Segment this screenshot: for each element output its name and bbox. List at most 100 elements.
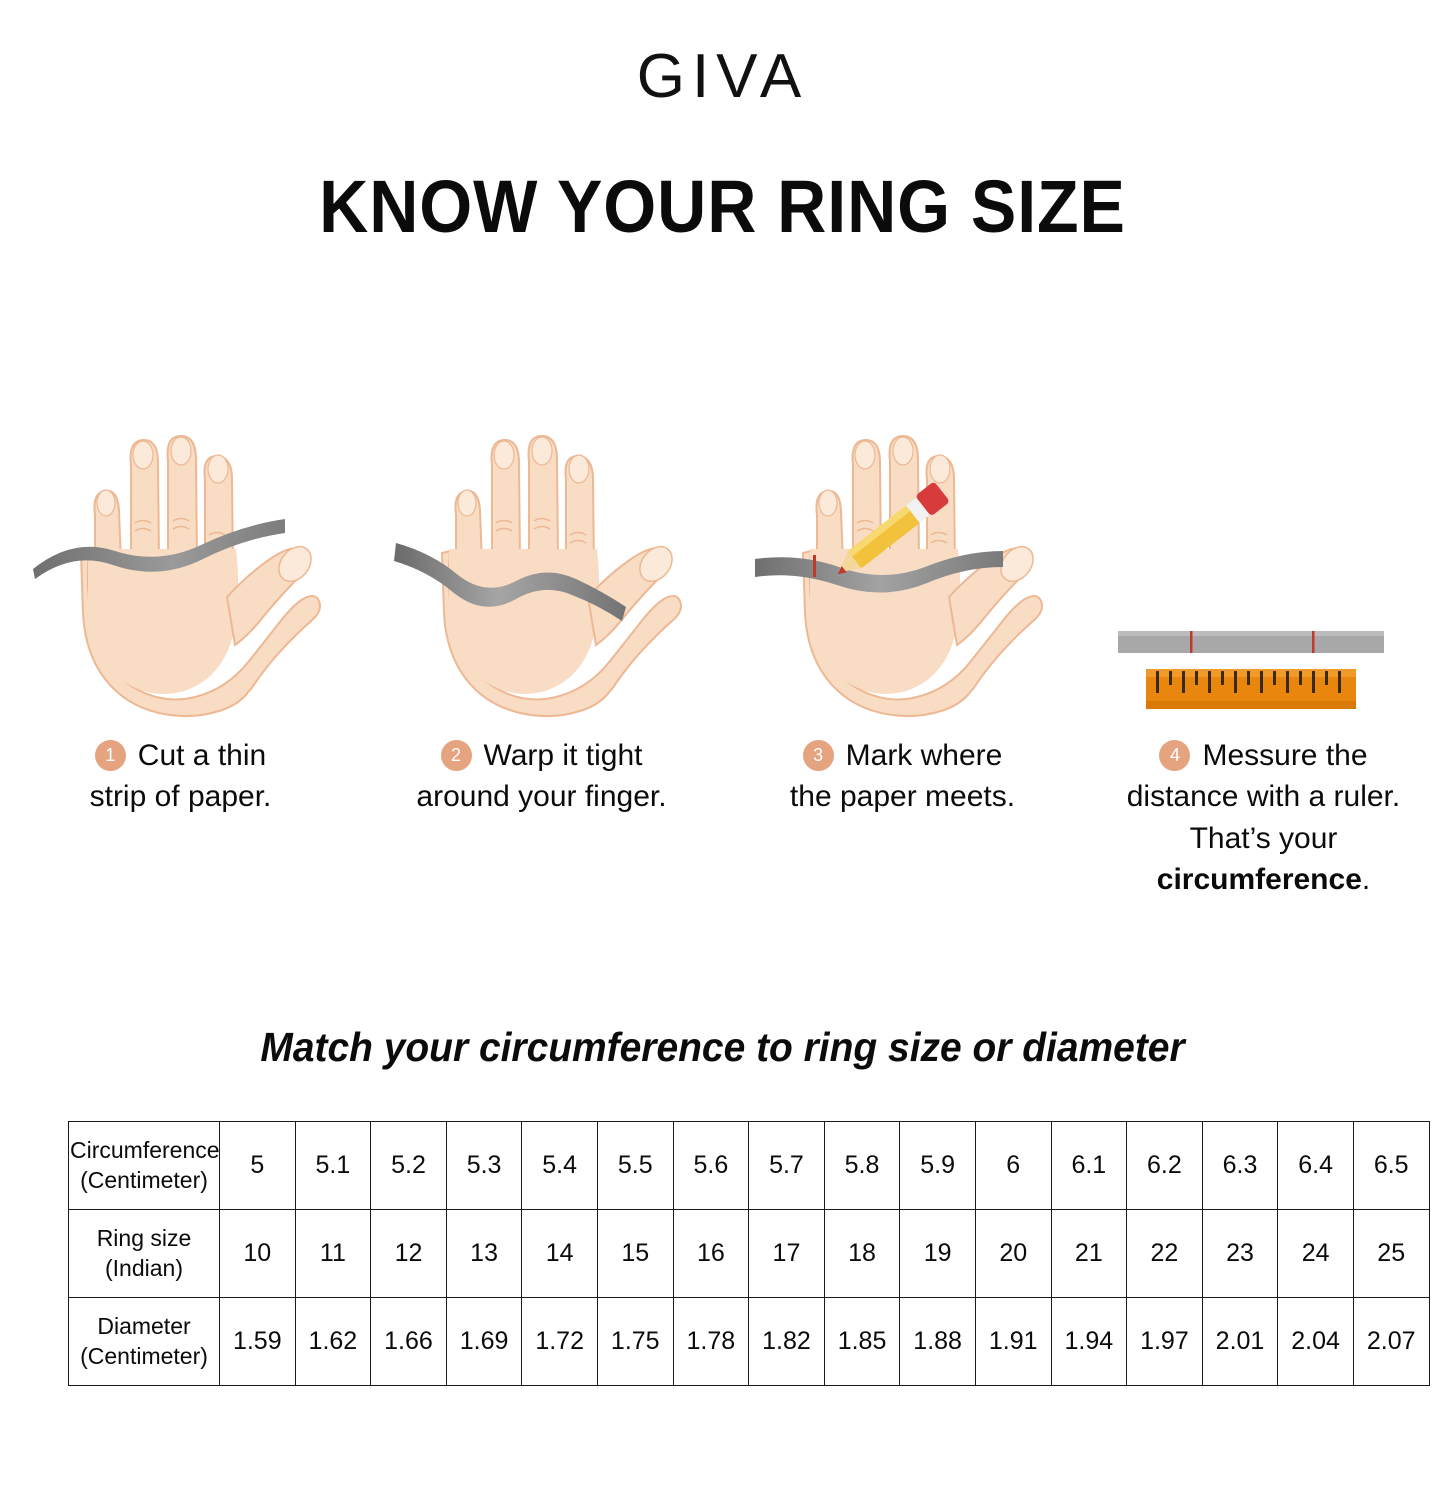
table-cell: 5 [219,1121,296,1210]
table-cell: 14 [521,1209,598,1298]
hand-shape [79,434,321,717]
step-1-line1: Cut a thin [137,739,267,772]
page-title: KNOW YOUR RING SIZE [319,165,1126,248]
step-3: 3 Mark where the paper meets. [722,431,1083,901]
step-4-line1: Messure the [1202,739,1368,772]
table-cell: 1.88 [899,1297,976,1386]
table-cell: 6.4 [1277,1121,1354,1210]
step-1-caption: 1 Cut a thin strip of paper. [11,735,351,818]
table-cell: 1.94 [1050,1297,1128,1386]
row-label-line2: (Centimeter) [80,1166,208,1193]
table-cell: 1.62 [294,1297,372,1386]
step-4-line2: distance with a ruler. [1126,780,1401,814]
step-3-badge: 3 [802,740,834,771]
table-cell: 1.72 [521,1297,598,1386]
table-cell: 12 [370,1209,447,1298]
table-cell: 25 [1352,1209,1430,1298]
table-cell: 23 [1201,1209,1279,1298]
step-3-line2: the paper meets. [789,780,1016,814]
table-cell: 6.2 [1126,1121,1203,1210]
row-label-line1: Ring size [96,1224,192,1251]
step-2-line2: around your finger. [416,780,667,814]
step-4-line3-post: . [1361,863,1371,897]
table-cell: 1.75 [596,1297,674,1386]
step-2: 2 Warp it tight around your finger. [361,431,722,901]
step-4-badge: 4 [1159,740,1191,771]
table-cell: 6.1 [1050,1121,1128,1210]
step-3-caption: 3 Mark where the paper meets. [733,735,1073,818]
table-cell: 5.1 [294,1121,372,1210]
row-label: Circumference (Centimeter) [68,1121,220,1210]
table-cell: 13 [445,1209,523,1298]
table-cell: 5.4 [521,1121,598,1210]
table-cell: 2.04 [1277,1297,1354,1386]
step-2-caption: 2 Warp it tight around your finger. [372,735,712,818]
table-cell: 5.6 [672,1121,750,1210]
table-cell: 20 [974,1209,1052,1298]
paper-strip-wrapped [393,543,626,621]
table-cell: 1.69 [445,1297,523,1386]
row-label: Diameter (Centimeter) [68,1297,220,1386]
strip-and-ruler-illustration [1114,431,1414,721]
table-title: Match your circumference to ring size or… [260,1024,1185,1070]
step-1-line2: strip of paper. [89,780,272,814]
row-label: Ring size (Indian) [68,1209,220,1298]
table-cell: 24 [1277,1209,1354,1298]
table-cell: 1.59 [219,1297,296,1386]
hand-with-paper-strip-illustration [31,431,331,721]
step-4-caption: 4 Messure the distance with a ruler. That… [1094,735,1434,901]
table-cell: 11 [294,1209,372,1298]
table-cell: 5.7 [748,1121,825,1210]
table-cell: 2.07 [1352,1297,1430,1386]
ring-size-table: Circumference (Centimeter) 5 5.1 5.2 5.3 5.4 5.… [68,1121,1430,1386]
table-cell: 19 [899,1209,976,1298]
table-cell: 2.01 [1201,1297,1279,1386]
table-cell: 6 [974,1121,1052,1210]
row-label-line1: Circumference [70,1136,220,1163]
table-cell: 1.66 [370,1297,447,1386]
table-cell: 10 [219,1209,296,1298]
table-cell: 22 [1126,1209,1203,1298]
step-1: 1 Cut a thin strip of paper. [0,431,361,901]
strip-mark-right [1311,631,1314,653]
table-cell: 6.5 [1352,1121,1430,1210]
table-cell: 1.85 [823,1297,901,1386]
row-label-line1: Diameter [97,1312,191,1339]
paper-strip-marked [754,551,1003,593]
pencil-mark-line [812,555,816,577]
table-cell: 5.8 [823,1121,901,1210]
step-2-line1: Warp it tight [483,739,643,772]
brand-logo: GIVA [636,42,809,111]
step-1-badge: 1 [94,740,126,771]
table-cell: 1.82 [748,1297,825,1386]
steps-row: 1 Cut a thin strip of paper. [0,431,1445,901]
hand-with-pencil-mark-illustration [753,431,1053,721]
hand-shape [440,434,682,717]
measured-paper-strip [1117,631,1384,653]
strip-mark-left [1189,631,1192,653]
table-cell: 5.2 [370,1121,447,1210]
table-cell: 17 [748,1209,825,1298]
table-cell: 5.9 [899,1121,976,1210]
paper-strip [32,519,285,579]
step-4-line3-pre: That’s your [1189,821,1338,855]
step-4-line3-bold: circumference [1156,863,1362,897]
table-cell: 16 [672,1209,750,1298]
table-body: Circumference (Centimeter) 5 5.1 5.2 5.3 5.4 5.… [68,1121,1430,1386]
table-cell: 1.78 [672,1297,750,1386]
step-4: 4 Messure the distance with a ruler. That… [1083,431,1444,901]
row-label-line2: (Indian) [105,1254,183,1281]
step-2-badge: 2 [440,740,472,771]
row-label-line2: (Centimeter) [80,1342,208,1369]
table-cell: 5.3 [445,1121,523,1210]
ruler-icon [1145,669,1356,709]
hand-strip-wrapped-illustration [392,431,692,721]
table-cell: 21 [1050,1209,1128,1298]
table-cell: 18 [823,1209,901,1298]
table-row: Ring size (Indian) 10 11 12 13 14 15 16 17 18 19 20 2… [68,1209,1430,1298]
table-cell: 1.91 [974,1297,1052,1386]
table-cell: 15 [596,1209,674,1298]
table-cell: 6.3 [1201,1121,1279,1210]
step-3-line1: Mark where [845,739,1003,772]
table-row: Circumference (Centimeter) 5 5.1 5.2 5.3 5.4 5.… [68,1121,1430,1210]
